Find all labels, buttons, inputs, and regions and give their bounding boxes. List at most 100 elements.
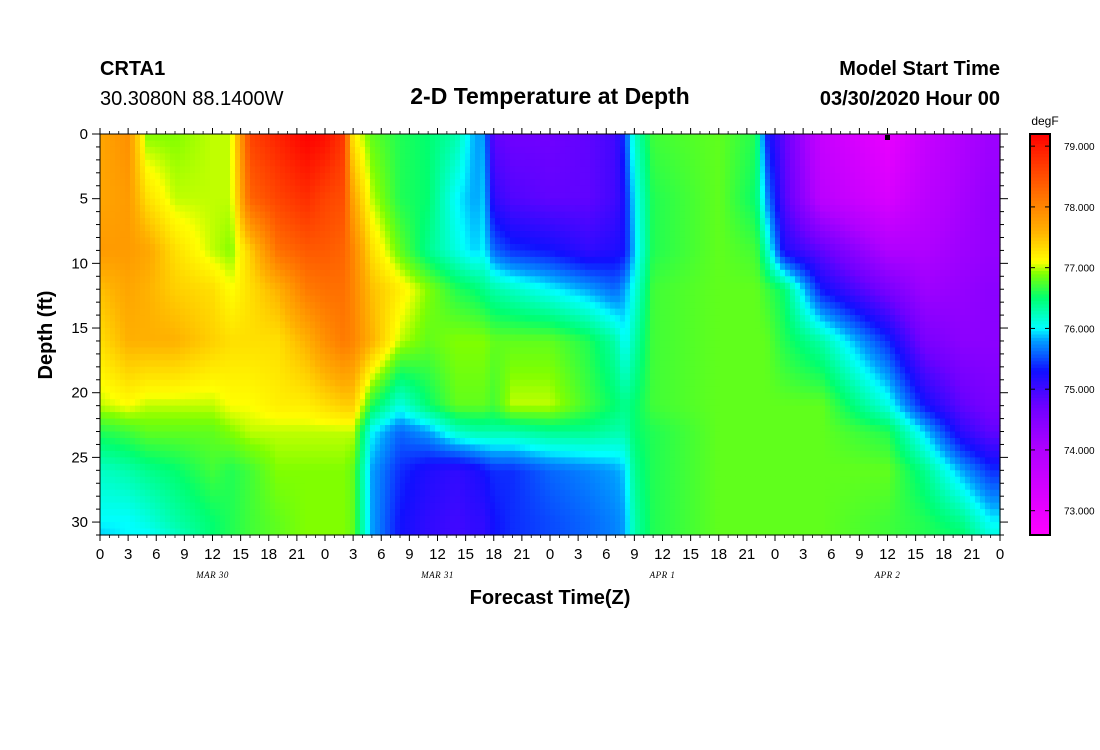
heatmap-cell [760,172,766,180]
heatmap-cell [615,276,621,284]
heatmap-cell [815,185,821,193]
heatmap-cell [185,218,191,226]
heatmap-cell [955,282,961,290]
heatmap-cell [890,231,896,239]
heatmap-cell [360,302,366,310]
heatmap-cell [200,231,206,239]
heatmap-cell [565,263,571,271]
heatmap-cell [945,282,951,290]
heatmap-cell [570,302,576,310]
heatmap-cell [495,159,501,167]
heatmap-cell [565,134,571,142]
heatmap-cell [320,166,326,174]
heatmap-cell [845,166,851,174]
heatmap-cell [170,308,176,316]
heatmap-cell [630,269,636,277]
heatmap-cell [340,231,346,239]
heatmap-cell [675,276,681,284]
heatmap-cell [225,295,231,303]
heatmap-cell [925,282,931,290]
heatmap-cell [895,231,901,239]
heatmap-cell [220,302,226,310]
heatmap-cell [600,269,606,277]
heatmap-cell [560,224,566,232]
heatmap-cell [465,276,471,284]
heatmap-cell [620,211,626,219]
heatmap-cell [420,250,426,258]
heatmap-cell [160,256,166,264]
heatmap-cell [840,153,846,161]
heatmap-cell [390,295,396,303]
heatmap-cell [485,172,491,180]
heatmap-cell [125,256,131,264]
heatmap-cell [675,211,681,219]
heatmap-cell [840,256,846,264]
heatmap-cell [385,146,391,155]
heatmap-cell [170,159,176,167]
heatmap-cell [995,134,1001,142]
heatmap-cell [320,289,326,297]
heatmap-cell [990,166,996,174]
heatmap-cell [740,211,746,219]
heatmap-cell [960,205,966,213]
heatmap-cell [320,276,326,284]
heatmap-cell [555,282,561,290]
heatmap-cell [780,140,786,148]
heatmap-cell [110,179,116,187]
heatmap-cell [255,146,261,155]
heatmap-cell [785,179,791,187]
heatmap-cell [135,289,141,297]
heatmap-cell [830,211,836,219]
heatmap-cell [910,198,916,206]
heatmap-cell [575,269,581,277]
heatmap-cell [665,218,671,226]
heatmap-cell [690,302,696,310]
heatmap-cell [910,243,916,252]
heatmap-cell [985,243,991,252]
heatmap-cell [875,134,881,142]
heatmap-cell [665,289,671,297]
heatmap-cell [275,289,281,297]
heatmap-cell [335,179,341,187]
heatmap-cell [855,289,861,297]
heatmap-cell [565,308,571,316]
heatmap-cell [220,134,226,142]
heatmap-cell [910,237,916,245]
heatmap-cell [390,159,396,167]
heatmap-cell [290,192,296,200]
heatmap-cell [310,211,316,219]
heatmap-cell [875,198,881,206]
heatmap-cell [885,211,891,219]
heatmap-cell [440,263,446,271]
heatmap-cell [465,146,471,155]
heatmap-cell [380,134,386,142]
heatmap-cell [690,289,696,297]
heatmap-cell [325,192,331,200]
heatmap-cell [720,211,726,219]
heatmap-cell [680,140,686,148]
heatmap-cell [605,153,611,161]
heatmap-cell [290,256,296,264]
heatmap-cell [550,179,556,187]
heatmap-cell [645,185,651,193]
heatmap-cell [245,153,251,161]
heatmap-cell [410,179,416,187]
heatmap-cell [115,250,121,258]
heatmap-cell [715,172,721,180]
heatmap-cell [685,134,691,142]
heatmap-cell [350,289,356,297]
heatmap-cell [985,198,991,206]
heatmap-cell [380,308,386,316]
heatmap-cell [815,153,821,161]
heatmap-cell [675,146,681,155]
heatmap-cell [980,237,986,245]
heatmap-cell [300,231,306,239]
heatmap-cell [385,140,391,148]
heatmap-cell [995,269,1001,277]
heatmap-cell [250,224,256,232]
heatmap-cell [185,192,191,200]
heatmap-cell [590,237,596,245]
heatmap-cell [810,134,816,142]
heatmap-cell [935,302,941,310]
heatmap-cell [565,224,571,232]
